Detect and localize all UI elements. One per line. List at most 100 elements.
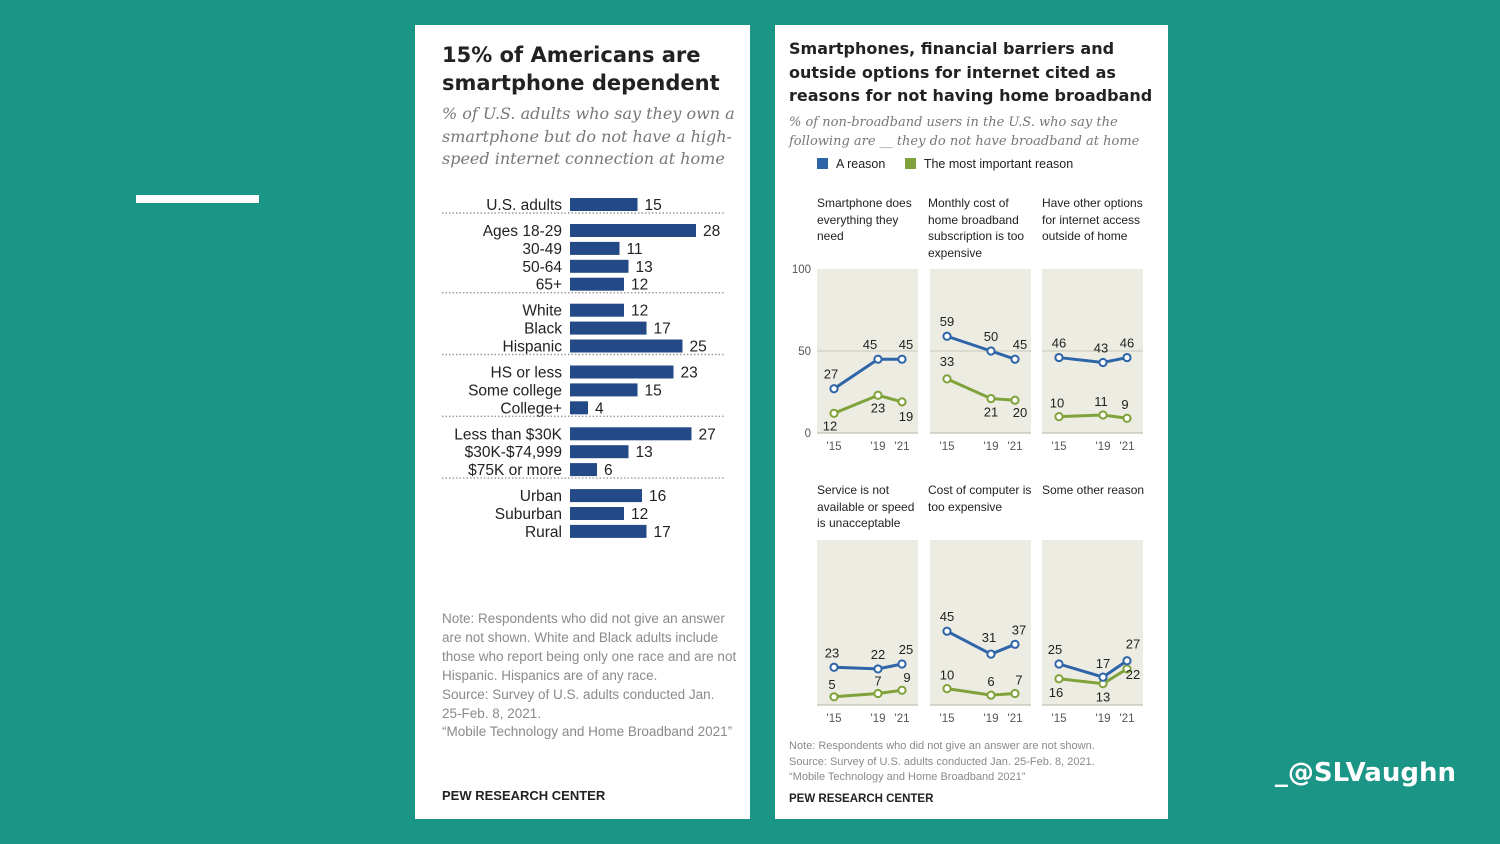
bar-label: Less than $30K bbox=[454, 426, 562, 443]
panel-title-6: Some other reason bbox=[1042, 483, 1145, 497]
line-panel-6: '15 '19 '21 16 13 22 25 17 27 bbox=[1042, 540, 1143, 725]
data-label-important: 13 bbox=[1096, 690, 1110, 705]
bar-value-label: 12 bbox=[631, 303, 648, 320]
bar-value-label: 23 bbox=[681, 365, 698, 382]
chart-subtitle: % of U.S. adults who say they own a smar… bbox=[442, 104, 735, 168]
data-label-reason: 46 bbox=[1052, 336, 1066, 351]
chart-notes: Note: Respondents who did not give an an… bbox=[789, 739, 1164, 786]
bar bbox=[570, 507, 624, 520]
data-label-reason: 27 bbox=[824, 367, 838, 382]
x-tick-label: '21 bbox=[1120, 441, 1135, 453]
panel-title-4: Service is not available or speed is una… bbox=[817, 483, 915, 530]
data-label-important: 5 bbox=[828, 677, 835, 692]
panel-title-5: Cost of computer is too expensive bbox=[928, 483, 1032, 514]
legend-swatch-blue bbox=[817, 158, 828, 169]
y-tick-label: 0 bbox=[805, 428, 811, 440]
data-point-important bbox=[942, 374, 952, 384]
data-label-reason: 23 bbox=[825, 645, 839, 660]
brand-logo-text: PEW RESEARCH CENTER bbox=[442, 788, 606, 803]
bar-label: Some college bbox=[468, 382, 562, 399]
y-tick-label: 50 bbox=[798, 346, 811, 358]
bar bbox=[570, 224, 696, 237]
bar bbox=[570, 524, 647, 538]
panel-title-2: Monthly cost of home broadband subscript… bbox=[928, 196, 1025, 260]
report-text: “Mobile Technology and Home Broadband 20… bbox=[442, 724, 733, 740]
data-point-reason bbox=[873, 664, 883, 674]
data-label-reason: 17 bbox=[1096, 656, 1110, 671]
x-tick-label: '21 bbox=[1120, 713, 1135, 725]
data-label-reason: 25 bbox=[1048, 642, 1062, 657]
panel-title-3: Have other options for internet access o… bbox=[1042, 196, 1143, 243]
x-tick-label: '15 bbox=[1052, 713, 1067, 725]
x-tick-label: '15 bbox=[940, 713, 955, 725]
bar-value-label: 11 bbox=[627, 241, 643, 258]
broadband-reasons-card: Smartphones, financial barriers and outs… bbox=[775, 25, 1168, 819]
bar-value-label: 17 bbox=[654, 524, 671, 541]
data-label-important: 21 bbox=[984, 405, 998, 420]
bar-label: 50-64 bbox=[522, 259, 562, 276]
line-panel-1: '15 '19 '21 12 23 19 27 45 45 bbox=[817, 269, 918, 453]
x-tick-label: '21 bbox=[895, 441, 910, 453]
legend-label: A reason bbox=[836, 157, 886, 171]
data-point-reason bbox=[829, 662, 839, 672]
data-point-reason bbox=[1098, 672, 1108, 682]
line-chart-grid: 0 50 100 '15 '19 '21 12 23 19 27 45 45 '15 '19 '21 33 21… bbox=[792, 264, 1143, 725]
line-panel-4: '15 '19 '21 5 7 9 23 22 25 bbox=[817, 540, 918, 725]
bar bbox=[570, 445, 629, 459]
bar-value-label: 4 bbox=[595, 400, 604, 417]
data-point-important bbox=[829, 692, 839, 702]
data-point-reason bbox=[1098, 357, 1108, 368]
data-point-important bbox=[1054, 412, 1064, 422]
data-point-important bbox=[1010, 395, 1020, 405]
x-tick-label: '15 bbox=[940, 441, 955, 453]
data-label-important: 10 bbox=[940, 668, 954, 683]
bar-label: $75K or more bbox=[468, 462, 562, 479]
legend-swatch-green bbox=[904, 158, 916, 169]
note-text: Note: Respondents who did not give an an… bbox=[789, 740, 1095, 752]
bar-label: White bbox=[522, 303, 562, 320]
source-text: Source: Survey of U.S. adults conducted … bbox=[442, 686, 715, 721]
x-tick-label: '21 bbox=[895, 713, 910, 725]
data-point-reason bbox=[1010, 639, 1020, 649]
bar-value-label: 13 bbox=[636, 444, 653, 461]
data-point-reason bbox=[873, 354, 883, 364]
data-label-important: 9 bbox=[903, 670, 910, 685]
x-tick-label: '15 bbox=[827, 713, 842, 725]
data-label-important: 12 bbox=[823, 418, 837, 433]
x-tick-label: '15 bbox=[1052, 441, 1067, 453]
bar-label: Rural bbox=[525, 524, 562, 541]
bar-label: College+ bbox=[500, 400, 562, 417]
bar-label: Suburban bbox=[495, 506, 562, 523]
x-tick-label: '21 bbox=[1008, 713, 1023, 725]
bar bbox=[570, 401, 588, 415]
bar-label: $30K-$74,999 bbox=[465, 444, 562, 461]
bar-label: Urban bbox=[520, 488, 562, 505]
data-label-important: 10 bbox=[1050, 396, 1064, 411]
bar bbox=[570, 365, 674, 379]
brand-logo-text: PEW RESEARCH CENTER bbox=[789, 793, 934, 805]
bar-label: U.S. adults bbox=[486, 197, 562, 214]
data-label-reason: 31 bbox=[982, 630, 996, 645]
bar-value-label: 15 bbox=[645, 197, 662, 214]
data-point-important bbox=[897, 397, 907, 407]
bar bbox=[570, 463, 597, 477]
bar bbox=[570, 259, 629, 273]
chart-title: 15% of Americans are smartphone dependen… bbox=[442, 43, 720, 95]
x-tick-label: '19 bbox=[871, 441, 886, 453]
legend: A reason The most important reason bbox=[817, 157, 1089, 171]
data-point-important bbox=[1054, 674, 1064, 684]
chart-notes: Note: Respondents who did not give an an… bbox=[442, 610, 737, 742]
x-tick-label: '21 bbox=[1008, 441, 1023, 453]
data-point-reason bbox=[942, 626, 952, 636]
legend-label: The most important reason bbox=[923, 157, 1074, 171]
chart-title: Smartphones, financial barriers and outs… bbox=[789, 39, 1153, 105]
bar-value-label: 6 bbox=[604, 462, 613, 479]
data-label-important: 22 bbox=[1126, 667, 1140, 682]
data-label-important: 19 bbox=[899, 409, 913, 424]
legend-item-reason: A reason bbox=[817, 157, 885, 171]
data-label-important: 7 bbox=[874, 674, 881, 689]
bar-value-label: 12 bbox=[631, 277, 648, 294]
bar bbox=[570, 241, 620, 255]
data-point-important bbox=[986, 690, 996, 700]
x-tick-label: '19 bbox=[1096, 441, 1111, 453]
